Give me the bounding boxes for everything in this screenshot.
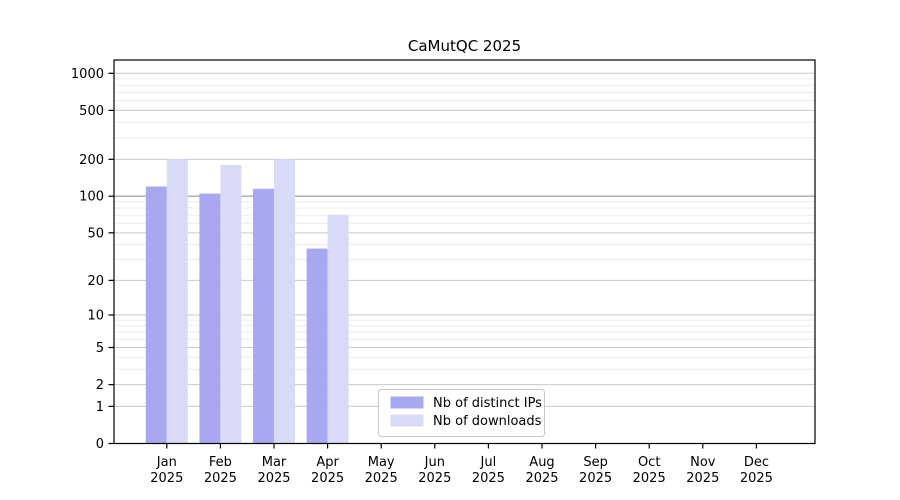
- bar-nb-of-downloads-mar: [274, 159, 295, 444]
- x-tick-year-apr: 2025: [311, 471, 344, 486]
- x-tick-label-apr: Apr: [316, 455, 339, 470]
- bar-nb-of-downloads-jan: [166, 159, 188, 444]
- y-tick-label-500: 500: [79, 104, 104, 119]
- bar-nb-of-downloads-apr: [327, 215, 349, 444]
- bar-nb-of-distinct-ips-jan: [145, 186, 167, 444]
- legend-swatch-distinct-ips-icon: [390, 396, 424, 409]
- x-tick-year-jun: 2025: [418, 471, 451, 486]
- y-tick-label-1000: 1000: [71, 67, 104, 82]
- x-tick-year-sep: 2025: [579, 471, 612, 486]
- x-tick-year-feb: 2025: [204, 471, 237, 486]
- y-tick-label-2: 2: [96, 378, 104, 393]
- x-tick-label-nov: Nov: [690, 455, 716, 470]
- y-tick-label-1: 1: [96, 400, 104, 415]
- x-tick-year-nov: 2025: [686, 471, 719, 486]
- bars-layer: [145, 159, 349, 444]
- x-tick-label-aug: Aug: [529, 455, 554, 470]
- x-tick-label-mar: Mar: [262, 455, 287, 470]
- x-tick-year-aug: 2025: [525, 471, 558, 486]
- x-tick-year-mar: 2025: [257, 471, 290, 486]
- legend-label-distinct-ips: Nb of distinct IPs: [433, 396, 542, 411]
- y-tick-label-50: 50: [87, 226, 104, 241]
- y-tick-label-0: 0: [96, 437, 104, 452]
- y-tick-label-5: 5: [96, 341, 104, 356]
- bar-nb-of-distinct-ips-apr: [306, 248, 328, 444]
- x-tick-label-may: May: [368, 455, 395, 470]
- x-tick-year-jul: 2025: [472, 471, 505, 486]
- y-tick-label-10: 10: [87, 309, 104, 324]
- axes-layer: 01251020501002005001000Jan2025Feb2025Mar…: [71, 67, 773, 486]
- plot-border: [113, 59, 816, 445]
- bar-nb-of-distinct-ips-mar: [253, 188, 274, 444]
- y-tick-label-100: 100: [79, 190, 104, 205]
- x-tick-year-oct: 2025: [633, 471, 666, 486]
- x-tick-label-jun: Jun: [424, 455, 445, 470]
- x-tick-year-may: 2025: [365, 471, 398, 486]
- legend-swatch-downloads-icon: [390, 414, 424, 427]
- x-tick-label-oct: Oct: [638, 455, 660, 470]
- legend: Nb of distinct IPs Nb of downloads: [378, 389, 545, 437]
- chart-title: CaMutQC 2025: [408, 37, 521, 55]
- x-tick-label-jan: Jan: [156, 455, 177, 470]
- x-tick-label-jul: Jul: [480, 455, 497, 470]
- y-tick-label-20: 20: [87, 274, 104, 289]
- bar-nb-of-distinct-ips-feb: [199, 193, 221, 444]
- x-tick-year-jan: 2025: [150, 471, 183, 486]
- x-tick-year-dec: 2025: [740, 471, 773, 486]
- x-tick-label-sep: Sep: [583, 455, 608, 470]
- y-tick-label-200: 200: [79, 153, 104, 168]
- x-tick-label-dec: Dec: [744, 455, 769, 470]
- bar-nb-of-downloads-feb: [220, 164, 242, 444]
- legend-label-downloads: Nb of downloads: [433, 414, 542, 429]
- x-tick-label-feb: Feb: [209, 455, 232, 470]
